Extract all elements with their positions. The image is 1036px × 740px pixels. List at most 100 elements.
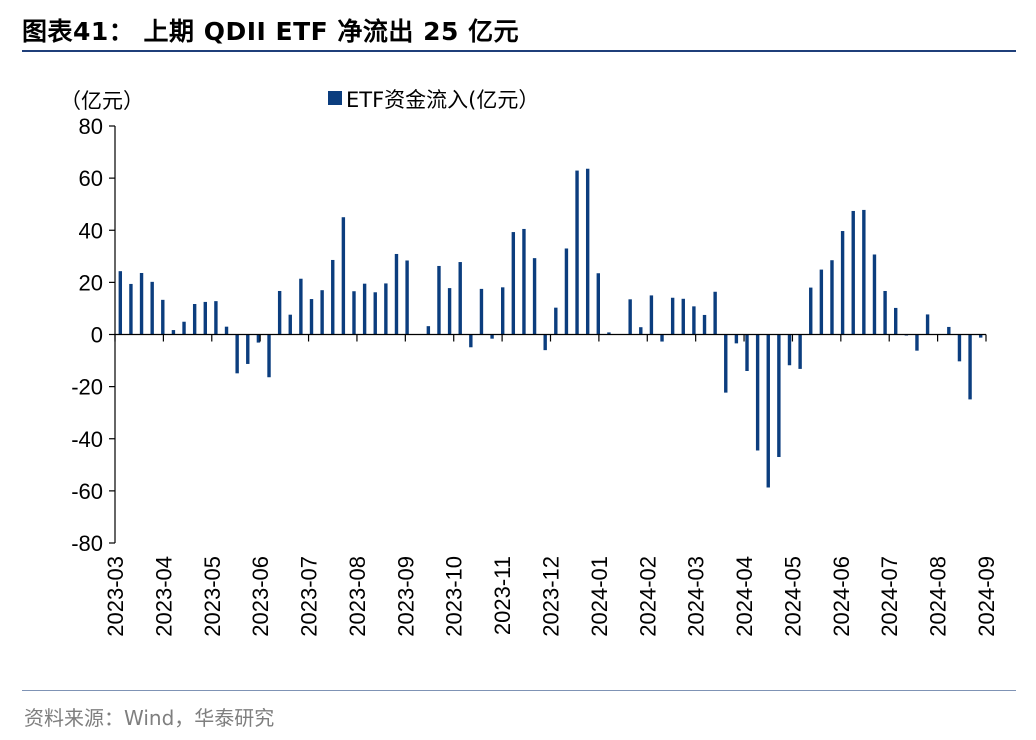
bar	[192, 304, 197, 335]
x-tick-label: 2024-05	[780, 556, 805, 637]
bar	[734, 334, 739, 344]
bar	[649, 295, 654, 335]
footer-rule	[22, 690, 1016, 691]
bar	[968, 334, 972, 400]
x-tick-label: 2024-07	[877, 556, 902, 637]
bar	[777, 334, 781, 457]
bar-chart: （亿元） ETF资金流入(亿元） 80 60 40 20 0 -20 -40 -60 -80 2…	[60, 88, 999, 637]
bar	[787, 334, 792, 366]
bar	[203, 301, 207, 335]
bar	[171, 330, 176, 335]
bar	[745, 334, 749, 371]
bar	[830, 260, 834, 335]
bar	[755, 334, 760, 451]
bar	[819, 269, 824, 335]
bar	[925, 314, 930, 335]
bar-series	[118, 168, 983, 488]
bar	[660, 334, 664, 342]
x-tick-label: 2023-04	[151, 556, 176, 637]
bar	[320, 290, 324, 335]
bar	[766, 334, 770, 488]
y-tick-label: -40	[71, 427, 103, 452]
bar	[724, 334, 728, 393]
bar	[214, 301, 218, 335]
bar	[447, 288, 452, 335]
bar	[957, 334, 962, 362]
bar	[277, 290, 282, 335]
x-tick-label: 2023-10	[442, 556, 467, 637]
bar	[469, 334, 473, 348]
bar	[246, 334, 250, 364]
bar	[479, 288, 484, 335]
bar	[362, 283, 367, 335]
bar	[543, 334, 547, 351]
bar	[458, 262, 462, 335]
y-tick-label: 80	[79, 114, 103, 139]
bar	[118, 271, 123, 335]
bar	[394, 253, 399, 335]
bar	[628, 299, 632, 335]
x-tick-label: 2023-05	[200, 556, 225, 637]
x-tick-label: 2023-09	[393, 556, 418, 637]
x-tick-label: 2024-01	[587, 556, 612, 637]
bar	[564, 248, 569, 335]
bar	[978, 334, 983, 338]
bar	[331, 259, 335, 335]
x-tick-label: 2024-04	[732, 556, 757, 637]
y-tick-label: -60	[71, 479, 103, 504]
bar	[639, 327, 643, 335]
y-tick-label: 0	[91, 323, 103, 348]
bar	[288, 314, 292, 335]
bar	[309, 299, 314, 335]
x-tick-label: 2024-06	[829, 556, 854, 637]
bar	[798, 334, 802, 369]
bar	[702, 314, 707, 335]
bar	[224, 326, 229, 335]
x-tick-label: 2024-02	[635, 556, 660, 637]
bar	[373, 292, 377, 335]
y-tick-label: 20	[79, 270, 103, 295]
y-tick-label: 40	[79, 218, 103, 243]
bar	[713, 291, 717, 335]
bar	[426, 326, 431, 335]
y-axis: 80 60 40 20 0 -20 -40 -60 -80	[71, 114, 115, 556]
x-axis: 2023-03 2023-04 2023-05 2023-06 2023-07 2023-…	[103, 334, 999, 637]
x-tick-label: 2023-08	[345, 556, 370, 637]
bar	[437, 265, 441, 335]
bar	[129, 283, 133, 335]
bar	[596, 273, 600, 335]
bar	[872, 254, 877, 335]
source-note: 资料来源：Wind，华泰研究	[24, 706, 275, 730]
bar	[139, 272, 144, 335]
bar	[585, 168, 590, 335]
bar	[522, 228, 526, 335]
bar	[490, 334, 494, 339]
bar	[267, 334, 271, 378]
bar	[341, 217, 346, 335]
bar	[681, 298, 685, 335]
x-tick-label: 2024-09	[974, 556, 999, 637]
bar	[511, 232, 516, 335]
bar	[150, 281, 154, 335]
bar	[256, 334, 261, 343]
x-tick-label: 2024-08	[926, 556, 951, 637]
legend-swatch	[328, 91, 342, 105]
bar	[670, 297, 675, 335]
bar	[501, 287, 505, 335]
bar	[915, 334, 919, 351]
legend-label: ETF资金流入(亿元）	[346, 88, 539, 112]
bar	[532, 258, 537, 335]
title-rule	[22, 50, 1016, 52]
x-tick-label: 2023-07	[297, 556, 322, 637]
bar	[352, 291, 356, 335]
x-tick-label: 2023-11	[490, 556, 515, 635]
bar	[809, 287, 813, 335]
bar	[299, 278, 303, 335]
bar	[862, 209, 866, 335]
bar	[384, 283, 388, 335]
bar	[883, 290, 887, 335]
bar	[607, 332, 611, 335]
bar	[894, 307, 898, 335]
bar	[840, 231, 845, 335]
x-tick-label: 2024-03	[684, 556, 709, 637]
